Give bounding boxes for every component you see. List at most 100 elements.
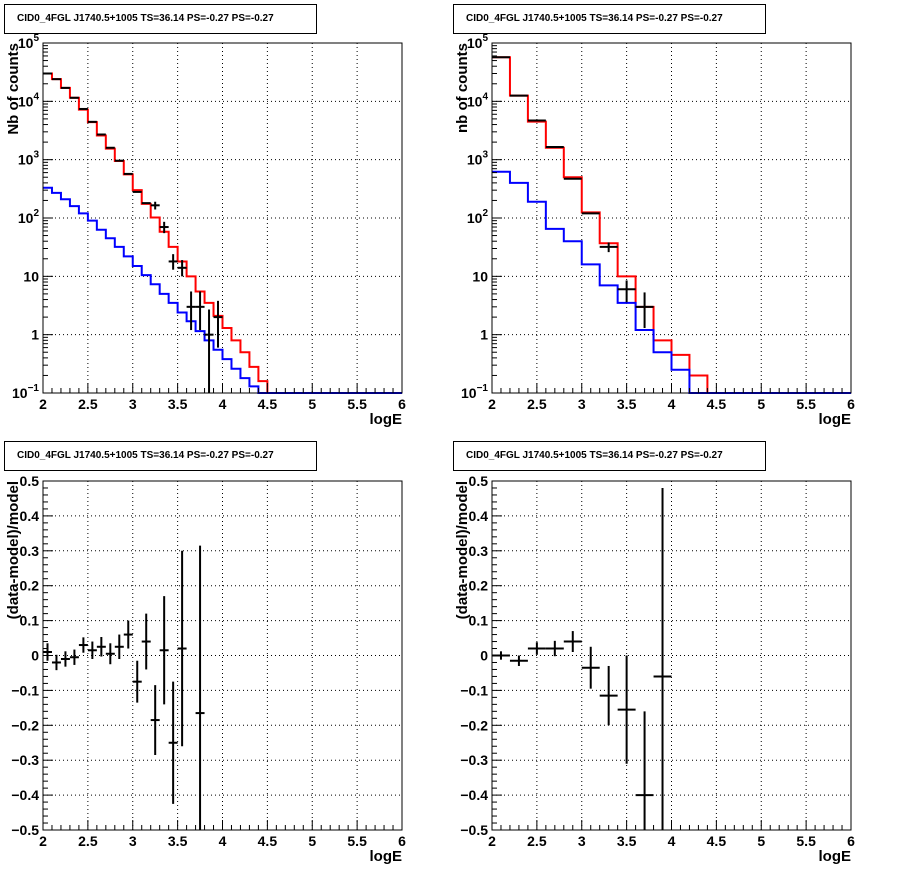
data-point [204, 309, 214, 393]
x-axis-label: logE [370, 848, 403, 865]
y-axis-label: nb of counts [454, 43, 471, 133]
x-tick-label: 4.5 [707, 396, 727, 412]
x-tick-label: 5 [757, 396, 765, 412]
x-tick-label: 4 [219, 833, 227, 849]
x-tick-label: 5 [308, 833, 316, 849]
panel-title-4: CID0_4FGL J1740.5+1005 TS=36.14 PS=-0.27… [453, 441, 766, 471]
x-tick-label: 2 [488, 396, 496, 412]
x-tick-label: 3 [578, 833, 586, 849]
y-axis-label: (data-model)/model [5, 481, 22, 619]
y-tick-base: 10 [467, 210, 483, 226]
y-tick-base: 10 [18, 152, 34, 168]
y-tick-label: 103 [467, 150, 489, 168]
x-tick-label: 4.5 [707, 833, 727, 849]
data-point [132, 660, 142, 703]
data-point [563, 631, 582, 653]
y-tick-exponent: 3 [33, 150, 39, 161]
y-tick-label: 0.3 [469, 543, 489, 559]
y-tick-exponent: 5 [33, 33, 39, 44]
y-tick-label: 0.4 [469, 508, 489, 524]
y-tick-exponent: 4 [33, 91, 39, 102]
y-tick-label: −0.3 [11, 752, 39, 768]
y-tick-label: 0.2 [469, 578, 489, 594]
panel-title-2: CID0_4FGL J1740.5+1005 TS=36.14 PS=-0.27… [453, 4, 766, 34]
x-tick-label: 2 [488, 833, 496, 849]
histogram-series-2 [492, 170, 851, 394]
y-tick-label: −0.2 [460, 717, 488, 733]
data-point [87, 641, 97, 659]
x-tick-label: 4.5 [258, 396, 278, 412]
data-point [195, 291, 205, 331]
x-tick-label: 4.5 [258, 833, 278, 849]
data-point [617, 655, 636, 764]
x-axis-label: logE [819, 411, 852, 428]
data-point [168, 254, 178, 270]
y-tick-label: 10 [472, 268, 488, 284]
y-tick-label: −0.4 [460, 787, 488, 803]
y-tick-label: 1 [480, 327, 488, 343]
panel-1: 2 2.5 3 3.5 4 4.5 5 5.5 6logE10−1110102103104105… [5, 33, 406, 428]
data-point [177, 260, 187, 277]
data-point [186, 291, 196, 331]
y-tick-label: 0.5 [469, 473, 489, 489]
y-tick-exponent: 5 [482, 33, 488, 44]
data-point [105, 643, 115, 665]
data-point [168, 681, 178, 804]
x-tick-label: 2.5 [78, 396, 98, 412]
x-tick-label: 3 [129, 396, 137, 412]
y-tick-label: 1 [31, 327, 39, 343]
data-point [51, 654, 61, 671]
y-tick-label: 10−1 [461, 383, 488, 401]
y-tick-base: 10 [18, 93, 34, 109]
data-point [617, 280, 636, 303]
y-tick-exponent: 3 [482, 150, 488, 161]
x-tick-label: 4 [668, 833, 676, 849]
x-tick-label: 3.5 [617, 396, 637, 412]
data-point [114, 634, 124, 659]
x-tick-label: 2.5 [527, 396, 547, 412]
y-tick-label: 104 [467, 91, 489, 109]
data-point [213, 300, 223, 348]
data-point [635, 292, 654, 329]
data-point [509, 655, 528, 666]
data-point [195, 545, 205, 830]
x-tick-label: 6 [398, 833, 406, 849]
data-point [635, 711, 654, 830]
data-point [527, 642, 546, 655]
y-tick-base: 10 [461, 385, 477, 401]
y-tick-base: 10 [18, 210, 34, 226]
data-point [96, 637, 106, 657]
data-point [599, 665, 618, 726]
x-tick-label: 2.5 [78, 833, 98, 849]
data-point [177, 550, 187, 747]
y-tick-exponent: 2 [33, 208, 39, 219]
x-tick-label: 6 [847, 396, 855, 412]
x-tick-label: 5.5 [796, 833, 816, 849]
x-tick-label: 3.5 [617, 833, 637, 849]
y-tick-label: 105 [467, 33, 489, 51]
y-tick-label: 0.5 [20, 473, 40, 489]
data-point [159, 221, 169, 234]
data-point [159, 596, 169, 705]
y-tick-exponent: 4 [482, 91, 488, 102]
y-tick-label: 0 [480, 648, 488, 664]
y-tick-label: −0.2 [11, 717, 39, 733]
x-tick-label: 6 [398, 396, 406, 412]
y-axis-label: Nb of counts [5, 43, 22, 135]
data-point [599, 242, 618, 253]
data-point [150, 685, 160, 755]
y-tick-base: 10 [467, 35, 483, 51]
data-point [653, 487, 672, 830]
y-tick-label: 0 [31, 648, 39, 664]
x-tick-label: 3.5 [168, 396, 188, 412]
x-tick-label: 4 [668, 396, 676, 412]
x-tick-label: 2.5 [527, 833, 547, 849]
data-point [545, 640, 564, 657]
x-axis-label: logE [819, 848, 852, 865]
data-point [581, 646, 600, 689]
y-tick-base: 10 [12, 385, 28, 401]
y-tick-exponent: −1 [28, 383, 40, 394]
y-tick-base: 10 [467, 93, 483, 109]
y-tick-label: 10 [23, 268, 39, 284]
